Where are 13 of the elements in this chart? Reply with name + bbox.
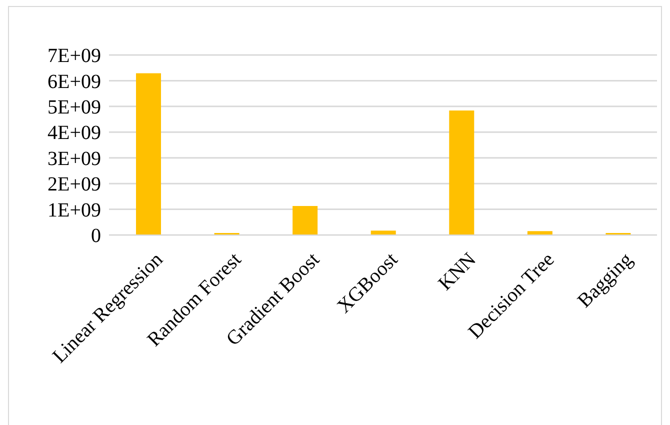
y-tick-label: 1E+09 bbox=[48, 199, 101, 222]
y-tick-label: 4E+09 bbox=[48, 122, 101, 144]
y-tick-label: 3E+09 bbox=[48, 148, 101, 170]
bar bbox=[527, 231, 552, 235]
y-tick-label: 2E+09 bbox=[48, 174, 101, 196]
y-tick-label: 0 bbox=[91, 225, 101, 248]
y-tick-label: 7E+09 bbox=[48, 45, 101, 68]
y-tick-label: 5E+09 bbox=[48, 96, 101, 119]
y-tick-label: 6E+09 bbox=[48, 70, 101, 93]
bar bbox=[449, 110, 474, 235]
bar bbox=[292, 206, 318, 235]
bar bbox=[136, 73, 161, 235]
bar bbox=[370, 230, 396, 235]
